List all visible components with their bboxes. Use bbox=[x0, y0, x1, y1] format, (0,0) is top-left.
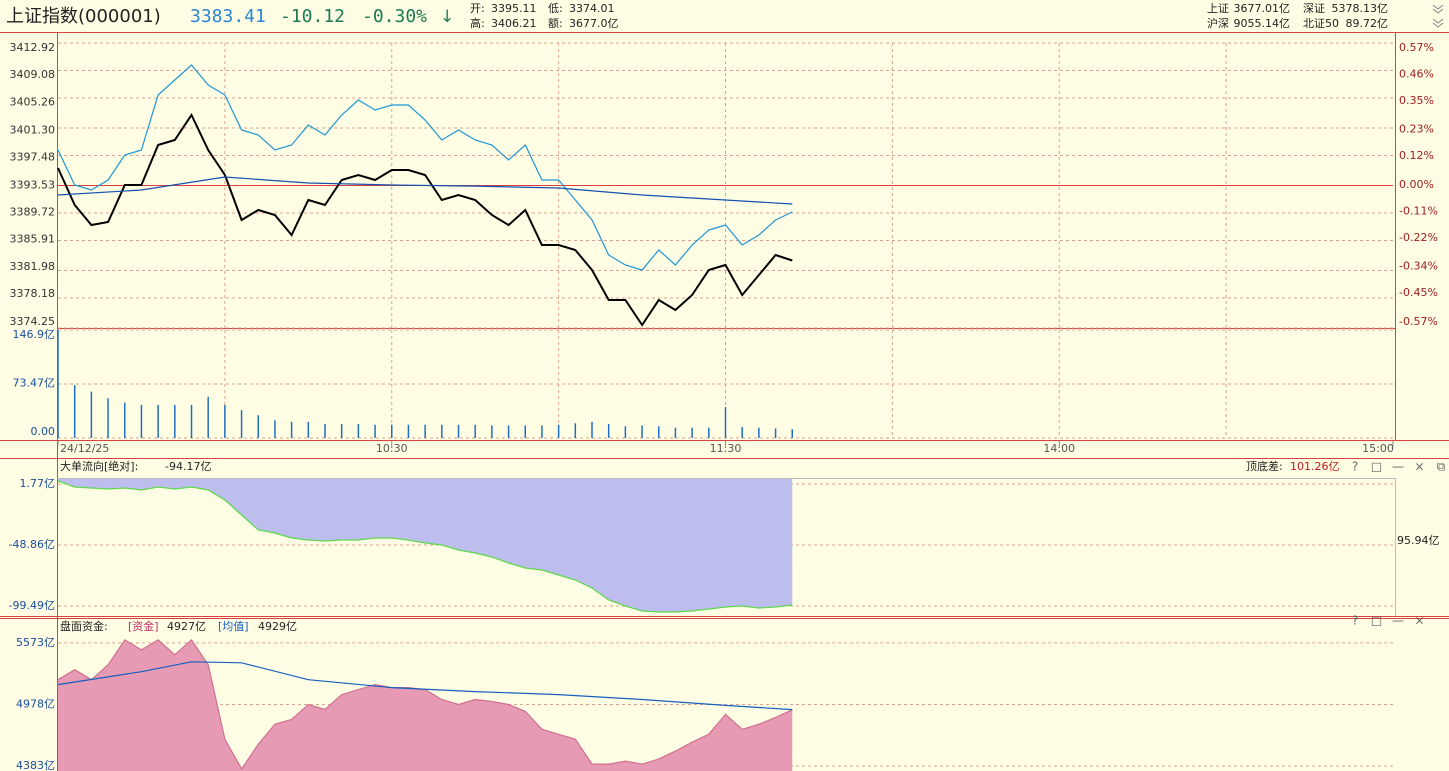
price-line bbox=[57, 64, 793, 271]
y-tick-label: 3401.30 bbox=[10, 123, 56, 136]
right-label: 95.94亿 bbox=[1397, 534, 1440, 547]
y2-tick-label: -0.34% bbox=[1399, 260, 1438, 273]
price-line bbox=[57, 176, 793, 205]
panel-title: 盘面资金: bbox=[60, 619, 108, 633]
x-tick-label: 10:30 bbox=[376, 442, 408, 455]
y2-tick-label: -0.11% bbox=[1399, 204, 1438, 217]
y-tick-label: 73.47亿 bbox=[13, 376, 56, 389]
panel-control[interactable]: × bbox=[1414, 614, 1424, 628]
legend-name: [均值] bbox=[218, 620, 249, 633]
panel-title: 大单流向[绝对]: bbox=[60, 459, 138, 473]
turnover-label: 深证 bbox=[1303, 2, 1325, 15]
stat-label: 高: bbox=[470, 16, 485, 30]
turnover-value: 9055.14亿 bbox=[1234, 17, 1291, 30]
legend-value: 4927亿 bbox=[167, 620, 206, 633]
legend-value: 4929亿 bbox=[258, 620, 297, 633]
y-tick-label: 3397.48 bbox=[10, 150, 56, 163]
x-tick-label: 11:30 bbox=[710, 442, 742, 455]
turnover-label: 北证50 bbox=[1303, 17, 1339, 30]
area-fill bbox=[58, 479, 793, 612]
stat-value: 3677.0亿 bbox=[569, 17, 619, 30]
turnover-value: 89.72亿 bbox=[1346, 17, 1389, 30]
y-tick-label: 1.77亿 bbox=[20, 477, 56, 490]
x-tick-label: 24/12/25 bbox=[60, 442, 109, 455]
change-pct: -0.30% bbox=[362, 6, 427, 27]
y2-tick-label: 0.57% bbox=[1399, 41, 1434, 54]
turnover-label: 沪深 bbox=[1207, 16, 1229, 30]
y-tick-label: 4383亿 bbox=[16, 759, 55, 771]
index-name: 上证指数(000001) bbox=[6, 6, 161, 27]
spread-title: 顶底差: bbox=[1246, 459, 1283, 473]
y-tick-label: -48.86亿 bbox=[9, 538, 55, 551]
turnover-value: 3677.01亿 bbox=[1234, 2, 1291, 15]
y-tick-label: -99.49亿 bbox=[9, 599, 55, 612]
stat-value: 3374.01 bbox=[569, 2, 615, 15]
panel-control[interactable]: × bbox=[1414, 460, 1424, 474]
spread-value: 101.26亿 bbox=[1290, 460, 1340, 473]
y2-tick-label: 0.46% bbox=[1399, 67, 1434, 80]
panel-control[interactable]: — bbox=[1392, 614, 1404, 628]
y-tick-label: 3409.08 bbox=[10, 68, 56, 81]
y-tick-label: 5573亿 bbox=[16, 636, 55, 649]
y-tick-label: 3393.53 bbox=[10, 178, 56, 191]
y2-tick-label: -0.22% bbox=[1399, 231, 1438, 244]
panel-control[interactable]: — bbox=[1392, 460, 1404, 474]
panel-control[interactable]: □ bbox=[1371, 460, 1382, 474]
panel-current: -94.17亿 bbox=[165, 460, 211, 473]
panel-control[interactable]: ? bbox=[1352, 614, 1358, 628]
y-tick-label: 3374.25 bbox=[10, 315, 56, 328]
price-line bbox=[57, 112, 793, 327]
stat-value: 3406.21 bbox=[491, 17, 537, 30]
y2-tick-label: 0.23% bbox=[1399, 123, 1434, 136]
turnover-label: 上证 bbox=[1207, 2, 1229, 15]
y2-tick-label: 0.35% bbox=[1399, 94, 1434, 107]
y2-tick-label: -0.45% bbox=[1399, 286, 1438, 299]
arrow: ↓ bbox=[440, 7, 454, 27]
panel-control[interactable]: ? bbox=[1352, 460, 1358, 474]
y-tick-label: 3412.92 bbox=[10, 41, 56, 54]
mean-line bbox=[57, 661, 793, 711]
price: 3383.41 bbox=[190, 6, 266, 27]
y-tick-label: 4978亿 bbox=[16, 697, 55, 710]
turnover-value: 5378.13亿 bbox=[1332, 2, 1389, 15]
y2-tick-label: 0.00% bbox=[1399, 178, 1434, 191]
y-tick-label: 146.9亿 bbox=[13, 328, 56, 341]
panel-control[interactable]: □ bbox=[1371, 614, 1382, 628]
area-fill bbox=[58, 639, 793, 771]
legend-name: [资金] bbox=[128, 619, 159, 633]
y-tick-label: 3389.72 bbox=[10, 205, 56, 218]
y2-tick-label: 0.12% bbox=[1399, 149, 1434, 162]
x-tick-label: 14:00 bbox=[1043, 442, 1075, 455]
y-tick-label: 3381.98 bbox=[10, 260, 56, 273]
scroll-chevrons[interactable] bbox=[1432, 4, 1444, 28]
y-tick-label: 3405.26 bbox=[10, 95, 56, 108]
y-tick-label: 3378.18 bbox=[10, 287, 56, 300]
frames bbox=[0, 32, 1449, 771]
x-tick-label: 15:00 bbox=[1362, 442, 1394, 455]
y-tick-label: 0.00 bbox=[31, 425, 56, 438]
y-tick-label: 3385.91 bbox=[10, 232, 56, 245]
stat-label: 开: bbox=[470, 2, 485, 15]
panel-control[interactable]: ⧉ bbox=[1437, 460, 1446, 474]
stat-value: 3395.11 bbox=[491, 2, 537, 15]
stat-label: 额: bbox=[548, 17, 563, 30]
stat-label: 低: bbox=[548, 2, 563, 15]
area-line bbox=[57, 480, 793, 613]
change: -10.12 bbox=[280, 6, 345, 27]
y2-tick-label: -0.57% bbox=[1399, 315, 1438, 328]
